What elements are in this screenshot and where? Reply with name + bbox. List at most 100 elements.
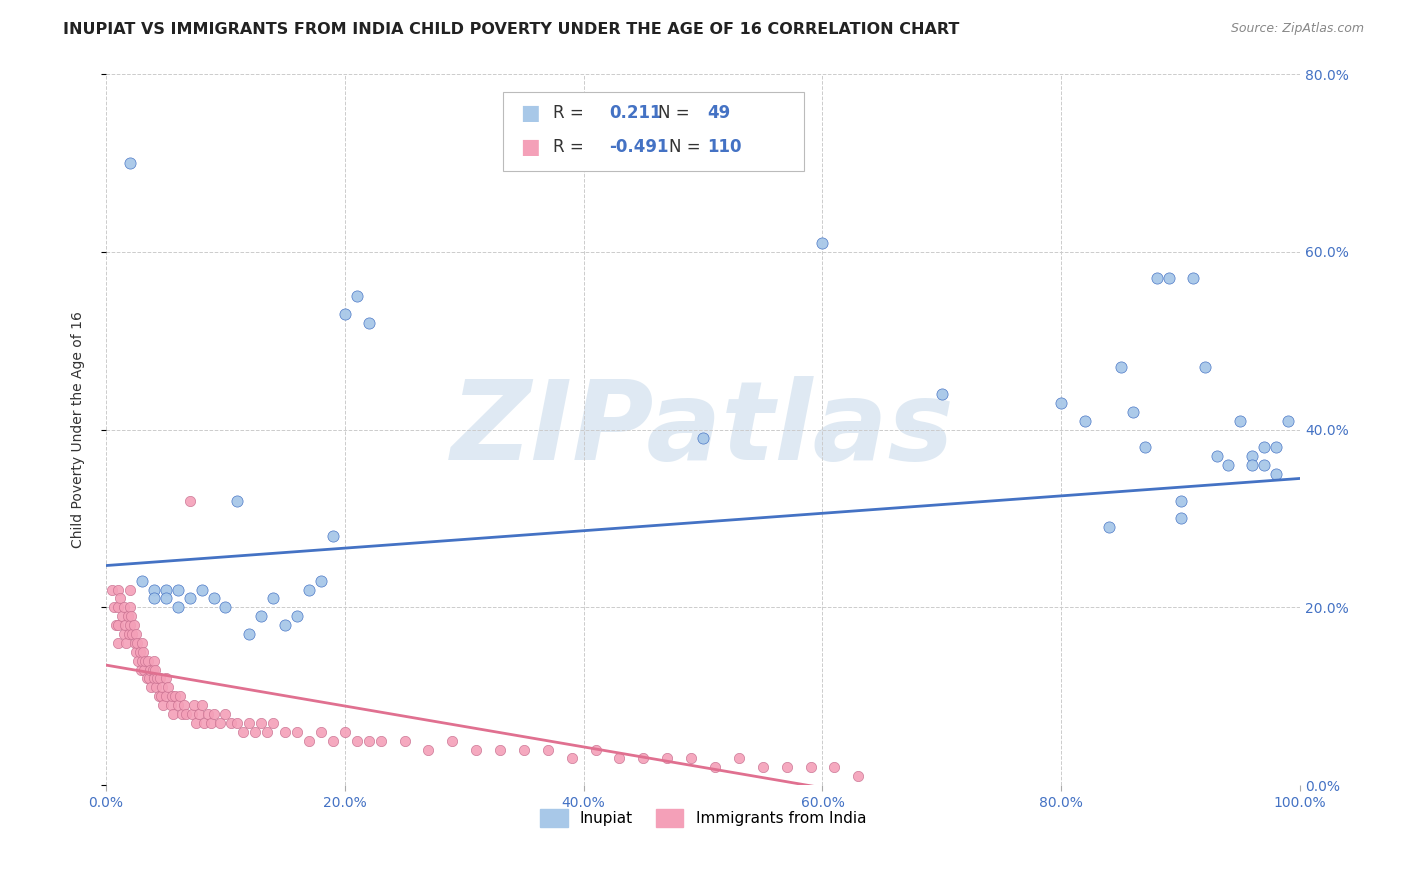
Point <box>118 618 141 632</box>
Point <box>200 715 222 730</box>
Point <box>609 751 631 765</box>
Point <box>537 742 560 756</box>
Point <box>112 627 135 641</box>
Point <box>162 706 184 721</box>
Point <box>129 663 152 677</box>
Text: 110: 110 <box>707 138 742 156</box>
Point <box>148 690 170 704</box>
Point <box>1218 458 1240 472</box>
Point <box>165 690 187 704</box>
Point <box>208 715 231 730</box>
Point <box>166 582 188 597</box>
Point <box>160 690 183 704</box>
Point <box>513 742 536 756</box>
Point <box>184 715 207 730</box>
Point <box>190 582 212 597</box>
Text: INUPIAT VS IMMIGRANTS FROM INDIA CHILD POVERTY UNDER THE AGE OF 16 CORRELATION C: INUPIAT VS IMMIGRANTS FROM INDIA CHILD P… <box>63 22 960 37</box>
Point <box>1265 440 1288 454</box>
Point <box>183 698 205 712</box>
Point <box>115 636 138 650</box>
Point <box>112 600 135 615</box>
Point <box>799 760 821 774</box>
Point <box>418 742 440 756</box>
Point <box>214 600 236 615</box>
Point <box>274 724 297 739</box>
Text: Source: ZipAtlas.com: Source: ZipAtlas.com <box>1230 22 1364 36</box>
Point <box>136 654 159 668</box>
Point <box>1146 271 1168 285</box>
Point <box>221 715 243 730</box>
Text: N =: N = <box>658 104 689 122</box>
Point <box>274 618 297 632</box>
Point <box>150 690 173 704</box>
Text: R =: R = <box>553 138 583 156</box>
Point <box>146 672 169 686</box>
Point <box>103 600 125 615</box>
Point <box>633 751 655 765</box>
Point <box>132 645 155 659</box>
Point <box>357 733 380 747</box>
Point <box>226 715 249 730</box>
Point <box>1277 414 1299 428</box>
Point <box>245 724 267 739</box>
Point <box>1253 440 1275 454</box>
Point <box>931 387 953 401</box>
Point <box>142 672 165 686</box>
Point <box>107 618 129 632</box>
Point <box>692 432 714 446</box>
Point <box>149 672 172 686</box>
Text: 49: 49 <box>707 104 731 122</box>
Point <box>285 724 308 739</box>
Point <box>107 582 129 597</box>
Point <box>1170 493 1192 508</box>
Point <box>188 706 211 721</box>
Point <box>121 627 143 641</box>
Point <box>232 724 254 739</box>
Point <box>155 690 177 704</box>
Text: R =: R = <box>553 104 583 122</box>
Point <box>1133 440 1156 454</box>
Point <box>197 706 219 721</box>
Point <box>122 618 145 632</box>
Point <box>134 663 156 677</box>
Point <box>155 672 177 686</box>
Point <box>120 609 142 624</box>
Point <box>1122 405 1144 419</box>
Point <box>152 698 174 712</box>
Text: N =: N = <box>669 138 700 156</box>
Point <box>173 698 195 712</box>
Point <box>134 654 156 668</box>
Point <box>150 681 173 695</box>
Point <box>489 742 512 756</box>
Point <box>131 574 153 588</box>
Point <box>322 733 344 747</box>
Point <box>846 769 869 783</box>
Point <box>262 715 284 730</box>
Point <box>1241 449 1264 463</box>
Point <box>125 627 148 641</box>
Point <box>118 156 141 170</box>
Point <box>346 733 368 747</box>
Point <box>169 690 191 704</box>
Point <box>157 681 180 695</box>
Point <box>1098 520 1121 534</box>
Point <box>256 724 278 739</box>
Point <box>309 574 332 588</box>
Point <box>179 493 201 508</box>
Text: 0.211: 0.211 <box>609 104 661 122</box>
Point <box>118 627 141 641</box>
Point <box>104 618 127 632</box>
Point <box>561 751 583 765</box>
Point <box>1205 449 1227 463</box>
Point <box>141 681 163 695</box>
Point <box>752 760 775 774</box>
Point <box>118 600 141 615</box>
Point <box>681 751 703 765</box>
Point <box>202 591 225 606</box>
Point <box>124 636 146 650</box>
Point <box>1194 360 1216 375</box>
Point <box>101 582 124 597</box>
Point <box>142 582 165 597</box>
Point <box>298 582 321 597</box>
Point <box>155 582 177 597</box>
